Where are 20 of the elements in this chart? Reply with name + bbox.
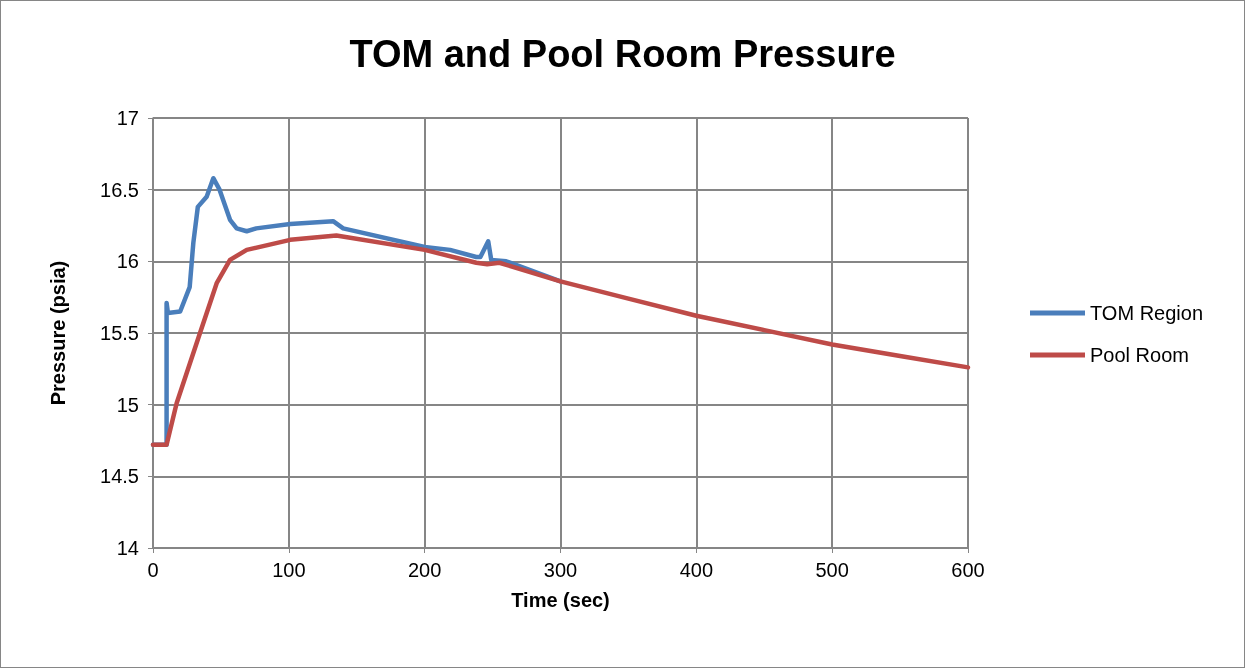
y-tick-label: 15	[116, 393, 139, 416]
y-tick-label: 17	[116, 107, 139, 129]
legend-label: Pool Room	[1090, 344, 1189, 366]
x-tick-label: 400	[679, 559, 714, 581]
y-tick-label: 15.5	[100, 322, 139, 344]
y-tick-label: 16	[116, 250, 139, 273]
x-tick-label: 300	[543, 559, 578, 581]
chart-title: TOM and Pool Room Pressure	[349, 33, 896, 75]
y-tick-label: 14.5	[100, 465, 139, 488]
x-tick-label: 0	[147, 559, 159, 581]
y-tick-label: 14	[116, 537, 139, 559]
legend-label: TOM Region	[1090, 302, 1204, 324]
x-axis-title: Time (sec)	[511, 589, 610, 611]
x-tick-label: 500	[815, 559, 849, 581]
x-tick-label: 200	[407, 559, 442, 581]
x-tick-label: 600	[951, 559, 985, 581]
line-series	[150, 233, 971, 448]
x-tick-label: 100	[272, 559, 306, 581]
y-tick-label: 16.5	[100, 178, 139, 201]
y-axis-title: Pressure (psia)	[47, 260, 69, 406]
